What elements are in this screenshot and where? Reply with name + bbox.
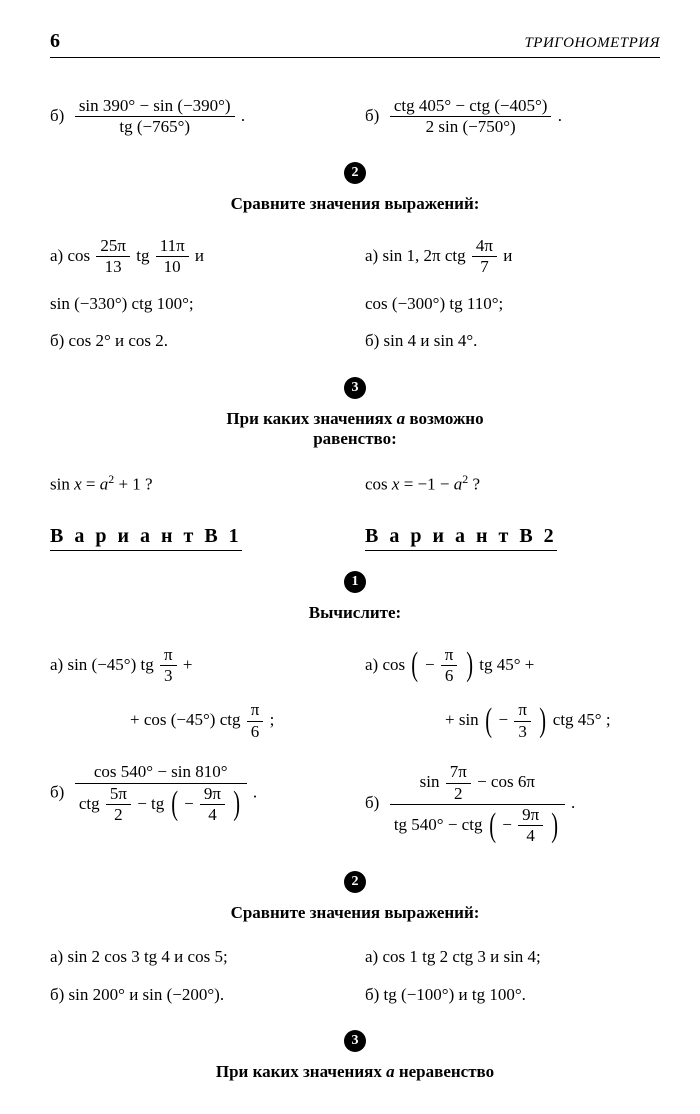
- paren-icon: ): [234, 789, 241, 820]
- paren-icon: ): [539, 706, 546, 737]
- fraction: sin 7π2 − cos 6π tg 540° − ctg ( − 9π4 ): [390, 762, 565, 847]
- marker-2b: 2: [344, 871, 366, 893]
- page-header: 6 ТРИГОНОМЕТРИЯ: [50, 30, 660, 58]
- section1b-head: Вычислите:: [50, 603, 660, 623]
- marker-3b: 3: [344, 1030, 366, 1052]
- top-left-b: б) sin 390° − sin (−390°) tg (−765°) .: [50, 96, 345, 138]
- fraction: 9π4: [200, 784, 225, 826]
- section3: sin x = a2 + 1 ? cos x = −1 − a2 ?: [50, 461, 660, 510]
- s1b-rb: б) sin 7π2 − cos 6π tg 540° − ctg ( − 9π…: [365, 762, 660, 847]
- fraction: π6: [441, 645, 458, 687]
- s2-rb: б) sin 4 и sin 4°.: [365, 329, 660, 353]
- s2b-la: а) sin 2 cos 3 tg 4 и cos 5;: [50, 945, 345, 969]
- variants-row: В а р и а н т В 1 В а р и а н т В 2: [50, 511, 660, 561]
- section2b-head: Сравните значения выражений:: [50, 903, 660, 923]
- paren-icon: (: [485, 706, 492, 737]
- page: 6 ТРИГОНОМЕТРИЯ б) sin 390° − sin (−390°…: [0, 0, 700, 1114]
- label-b: б): [365, 106, 379, 125]
- marker-3: 3: [344, 377, 366, 399]
- fraction: sin 390° − sin (−390°) tg (−765°): [75, 96, 235, 138]
- s1b-left: а) sin (−45°) tg π3 + + cos (−45°) ctg π…: [50, 635, 345, 861]
- s2-lb: б) cos 2° и cos 2.: [50, 329, 345, 353]
- s2-la: а) cos 25π13 tg 11π10 и: [50, 236, 345, 278]
- s1b-la2: + cos (−45°) ctg π6 ;: [50, 700, 345, 742]
- s2b-rb: б) tg (−100°) и tg 100°.: [365, 983, 660, 1007]
- fraction: 25π13: [96, 236, 130, 278]
- fraction: π3: [514, 700, 531, 742]
- s2b-lb: б) sin 200° и sin (−200°).: [50, 983, 345, 1007]
- fraction: π3: [160, 645, 177, 687]
- top-right-b: б) ctg 405° − ctg (−405°) 2 sin (−750°) …: [365, 96, 660, 138]
- paren-icon: ): [466, 650, 473, 681]
- section3-head: При каких значениях a возможно равенство…: [50, 409, 660, 449]
- section3b-head: При каких значениях a неравенство: [50, 1062, 660, 1082]
- s1b-lb: б) cos 540° − sin 810° ctg 5π2 − tg ( − …: [50, 762, 345, 825]
- top-row: б) sin 390° − sin (−390°) tg (−765°) . б…: [50, 86, 660, 152]
- section2b: а) sin 2 cos 3 tg 4 и cos 5; б) sin 200°…: [50, 935, 660, 1021]
- s1b-la: а) sin (−45°) tg π3 +: [50, 645, 345, 687]
- period: .: [558, 106, 562, 125]
- section2: а) cos 25π13 tg 11π10 и sin (−330°) ctg …: [50, 226, 660, 367]
- paren-icon: (: [412, 650, 419, 681]
- variant-b1-col: В а р и а н т В 1: [50, 511, 345, 561]
- label-b: б): [365, 793, 379, 812]
- marker-2: 2: [344, 162, 366, 184]
- marker-1b-wrap: 1: [50, 571, 660, 599]
- marker-2b-wrap: 2: [50, 871, 660, 899]
- period: .: [241, 106, 245, 125]
- s1b-ra: а) cos ( − π6 ) tg 45° +: [365, 645, 660, 687]
- section1b: а) sin (−45°) tg π3 + + cos (−45°) ctg π…: [50, 635, 660, 861]
- paren-icon: (: [489, 811, 496, 842]
- paren-icon: (: [171, 789, 178, 820]
- fraction: 11π10: [156, 236, 189, 278]
- fraction: 4π7: [472, 236, 497, 278]
- page-number: 6: [50, 30, 60, 53]
- s1b-ra2: + sin ( − π3 ) ctg 45° ;: [365, 700, 660, 742]
- fraction: π6: [247, 700, 264, 742]
- s2b-ra: а) cos 1 tg 2 ctg 3 и sin 4;: [365, 945, 660, 969]
- fraction: cos 540° − sin 810° ctg 5π2 − tg ( − 9π4…: [75, 762, 247, 825]
- variant-b1: В а р и а н т В 1: [50, 525, 242, 551]
- s2-ra: а) sin 1, 2π ctg 4π7 и: [365, 236, 660, 278]
- s1b-right: а) cos ( − π6 ) tg 45° + + sin ( − π3 ) …: [365, 635, 660, 861]
- marker-3-wrap: 3: [50, 377, 660, 405]
- paren-icon: ): [552, 811, 559, 842]
- section2-left: а) cos 25π13 tg 11π10 и sin (−330°) ctg …: [50, 226, 345, 367]
- section2-head: Сравните значения выражений:: [50, 194, 660, 214]
- period: .: [253, 783, 257, 802]
- section-title: ТРИГОНОМЕТРИЯ: [524, 35, 660, 52]
- marker-3b-wrap: 3: [50, 1030, 660, 1058]
- variant-b2: В а р и а н т В 2: [365, 525, 557, 551]
- marker-1b: 1: [344, 571, 366, 593]
- fraction: 9π4: [518, 805, 543, 847]
- variant-b2-col: В а р и а н т В 2: [365, 511, 660, 561]
- label-b: б): [50, 106, 64, 125]
- fraction: 7π2: [446, 762, 471, 804]
- fraction: ctg 405° − ctg (−405°) 2 sin (−750°): [390, 96, 552, 138]
- s2b-right: а) cos 1 tg 2 ctg 3 и sin 4; б) tg (−100…: [365, 935, 660, 1021]
- period: .: [571, 793, 575, 812]
- s2-la2: sin (−330°) ctg 100°;: [50, 292, 345, 316]
- marker-2-wrap: 2: [50, 162, 660, 190]
- fraction: 5π2: [106, 784, 131, 826]
- s3-left: sin x = a2 + 1 ?: [50, 471, 345, 496]
- s3-right: cos x = −1 − a2 ?: [365, 471, 660, 496]
- s2-ra2: cos (−300°) tg 110°;: [365, 292, 660, 316]
- label-b: б): [50, 783, 64, 802]
- section2-right: а) sin 1, 2π ctg 4π7 и cos (−300°) tg 11…: [365, 226, 660, 367]
- s2b-left: а) sin 2 cos 3 tg 4 и cos 5; б) sin 200°…: [50, 935, 345, 1021]
